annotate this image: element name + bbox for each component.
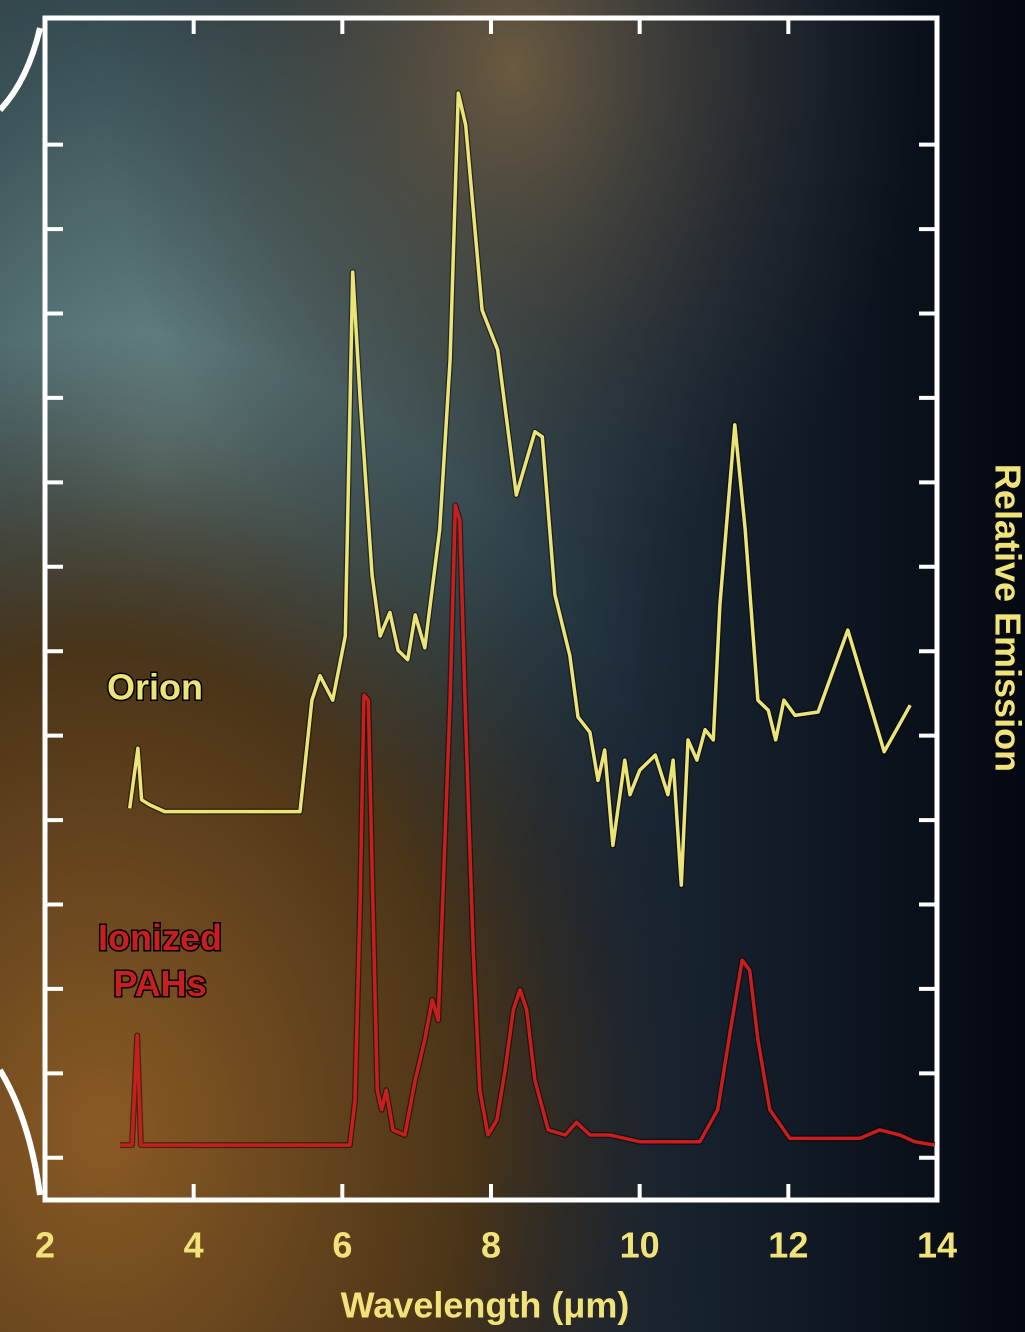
x-axis-label: Wavelength (μm) xyxy=(341,1285,630,1326)
x-tick-label: 10 xyxy=(620,1225,660,1266)
x-tick-label: 4 xyxy=(184,1225,204,1266)
y-axis-label: Relative Emission xyxy=(987,464,1025,772)
x-tick-label: 8 xyxy=(481,1225,501,1266)
x-tick-label: 12 xyxy=(768,1225,808,1266)
legend-label: Orion xyxy=(107,667,203,708)
x-tick-label: 6 xyxy=(332,1225,352,1266)
chart: 2468101214OrionIonizedPAHs Wavelength (μ… xyxy=(0,0,1025,1332)
x-tick-label: 2 xyxy=(35,1225,55,1266)
x-tick-label: 14 xyxy=(917,1225,957,1266)
